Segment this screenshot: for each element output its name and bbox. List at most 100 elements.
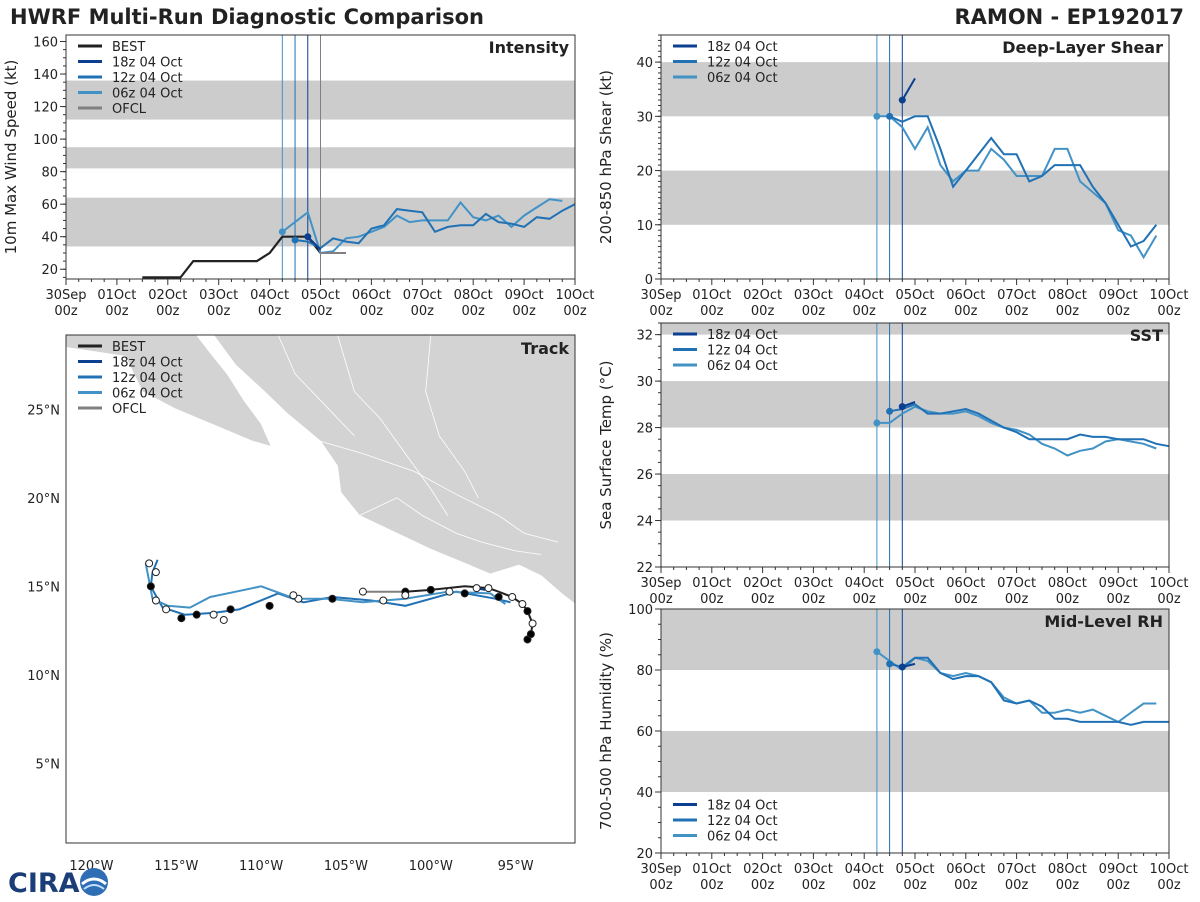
globe-icon (80, 868, 108, 896)
y-tick-label: 24 (636, 515, 653, 530)
x-tick-label: 09Oct (1099, 862, 1138, 877)
init-point (886, 407, 894, 415)
y-tick-label: 60 (636, 725, 653, 740)
y-tick-label: 5°N (36, 757, 61, 772)
x-tick-label: 07Oct (997, 288, 1036, 303)
series-line (901, 77, 916, 101)
legend-label: OFCL (112, 402, 147, 417)
init-point (886, 112, 894, 120)
legend-label: 12z 04 Oct (707, 56, 778, 71)
y-axis-label: 10m Max Wind Speed (kt) (2, 60, 20, 255)
y-tick-label: 25°N (27, 403, 60, 418)
x-tick-label: 02Oct (743, 288, 782, 303)
chart-title: SST (1130, 326, 1163, 345)
y-tick-label: 10 (636, 219, 653, 234)
x-tick-label: 07Oct (997, 862, 1036, 877)
x-tick-label: 06Oct (946, 576, 985, 591)
track-point (289, 591, 298, 600)
legend-label: 06z 04 Oct (707, 830, 778, 845)
x-tick-label: 00z (1157, 878, 1181, 893)
x-tick-label: 00z (1056, 304, 1080, 319)
legend-label: 06z 04 Oct (707, 359, 778, 374)
x-tick-label: 00z (700, 878, 724, 893)
shaded-band (661, 170, 1169, 225)
x-tick-label: 07Oct (403, 288, 442, 303)
x-tick-label: 00z (903, 304, 927, 319)
y-axis-label: 700-500 hPa Humidity (%) (597, 632, 615, 830)
x-tick-label: 05Oct (301, 288, 340, 303)
cira-logo: CIRA (6, 866, 116, 902)
x-tick-label: 00z (360, 304, 384, 319)
x-tick-label: 00z (462, 304, 486, 319)
y-tick-label: 32 (636, 329, 653, 344)
x-tick-label: 00z (309, 304, 333, 319)
y-tick-label: 30 (636, 375, 653, 390)
legend-label: 12z 04 Oct (112, 371, 183, 386)
track-point (265, 601, 274, 610)
x-tick-label: 00z (853, 304, 877, 319)
shaded-band (661, 609, 1169, 670)
x-tick-label: 04Oct (845, 288, 884, 303)
chart-title: Intensity (489, 38, 570, 57)
y-tick-label: 160 (33, 36, 58, 51)
init-point (873, 648, 881, 656)
x-tick-label: 10Oct (1149, 576, 1188, 591)
shaded-band (661, 474, 1169, 521)
init-point (873, 419, 881, 427)
x-tick-label: 00z (649, 592, 673, 607)
x-tick-label: 00z (1056, 592, 1080, 607)
x-tick-label: 115°W (154, 859, 198, 874)
shaded-band (661, 62, 1169, 117)
y-tick-label: 80 (636, 664, 653, 679)
track-point (526, 630, 535, 639)
x-tick-label: 30Sep (640, 576, 681, 591)
track-point (379, 596, 388, 605)
series-line (889, 403, 1170, 448)
track-point (145, 559, 154, 568)
init-point (291, 236, 299, 244)
y-tick-label: 20 (636, 847, 653, 862)
x-tick-label: 00z (563, 304, 587, 319)
x-tick-label: 01Oct (692, 288, 731, 303)
chart-title: Track (521, 339, 569, 358)
x-tick-label: 03Oct (794, 862, 833, 877)
y-tick-label: 22 (636, 561, 653, 576)
x-tick-label: 00z (751, 592, 775, 607)
x-tick-label: 00z (1157, 304, 1181, 319)
track-point (472, 584, 481, 593)
y-tick-label: 20°N (27, 492, 60, 507)
x-tick-label: 105°W (324, 859, 368, 874)
x-tick-label: 09Oct (1099, 288, 1138, 303)
track-point (162, 605, 171, 614)
x-tick-label: 00z (700, 592, 724, 607)
y-axis-label: 200-850 hPa Shear (kt) (597, 70, 615, 244)
legend-label: 12z 04 Oct (707, 344, 778, 359)
x-tick-label: 10Oct (1149, 862, 1188, 877)
x-tick-label: 06Oct (946, 862, 985, 877)
x-tick-label: 02Oct (743, 576, 782, 591)
x-tick-label: 110°W (239, 859, 283, 874)
y-tick-label: 26 (636, 468, 653, 483)
panel-intensity: 2040608010012014016030Sep00z01Oct00z02Oc… (2, 34, 595, 319)
legend-label: BEST (112, 40, 145, 55)
x-tick-label: 00z (512, 304, 536, 319)
y-tick-label: 120 (33, 101, 58, 116)
y-tick-label: 20 (636, 165, 653, 180)
x-tick-label: 03Oct (794, 288, 833, 303)
x-tick-label: 08Oct (1048, 862, 1087, 877)
track-line (144, 563, 506, 609)
track-point (151, 568, 160, 577)
legend-label: 18z 04 Oct (707, 328, 778, 343)
legend-label: BEST (112, 340, 145, 355)
x-tick-label: 00z (853, 592, 877, 607)
y-tick-label: 30 (636, 110, 653, 125)
x-tick-label: 00z (1107, 304, 1131, 319)
x-tick-label: 00z (802, 878, 826, 893)
track-point (508, 592, 517, 601)
y-tick-label: 10°N (27, 669, 60, 684)
legend-label: 18z 04 Oct (112, 56, 183, 71)
x-tick-label: 07Oct (997, 576, 1036, 591)
x-tick-label: 08Oct (1048, 288, 1087, 303)
series-line (142, 235, 322, 279)
y-tick-label: 40 (636, 786, 653, 801)
